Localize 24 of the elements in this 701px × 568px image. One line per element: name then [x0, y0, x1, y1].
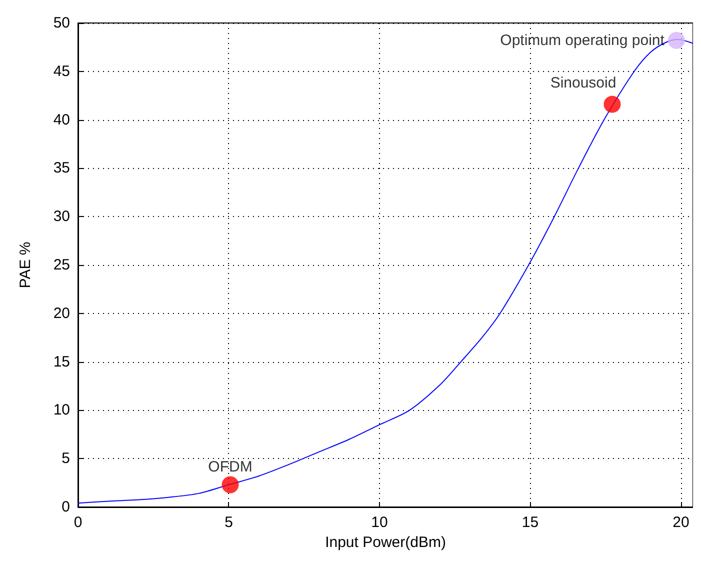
- x-tick-label: 0: [74, 514, 82, 531]
- x-tick-label: 15: [522, 514, 539, 531]
- x-tick-label: 20: [672, 514, 690, 531]
- y-tick-label: 45: [53, 62, 70, 80]
- annotation: Optimum operating point: [500, 32, 666, 49]
- x-tick-label: 10: [371, 514, 388, 531]
- y-tick-label: 10: [53, 402, 70, 419]
- point: [222, 476, 239, 494]
- y-tick-label: 50: [53, 14, 70, 32]
- y-tick-label: 30: [53, 208, 70, 226]
- point: [668, 32, 685, 49]
- y-tick-label: 20: [53, 304, 70, 322]
- y-tick-label: 15: [53, 353, 70, 370]
- y-tick-label: 0: [62, 498, 70, 516]
- y-tick-label: 40: [53, 111, 70, 128]
- y-tick-label: 25: [53, 256, 70, 274]
- y-axis-title: PAE %: [17, 242, 34, 288]
- y-tick-label: 5: [62, 450, 70, 468]
- point: [604, 96, 621, 113]
- annotation: OFDM: [208, 458, 252, 476]
- annotation: Sinousoid: [550, 74, 616, 92]
- x-axis-title: Input Power(dBm): [325, 534, 446, 551]
- x-tick-label: 5: [224, 514, 233, 531]
- y-tick-label: 35: [53, 160, 70, 177]
